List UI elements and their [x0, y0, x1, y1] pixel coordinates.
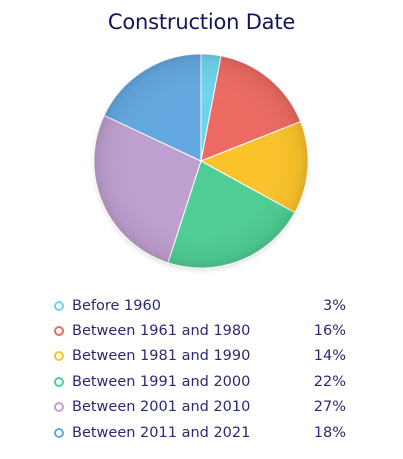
legend-label: Between 2011 and 2021: [72, 424, 251, 441]
legend-label: Between 1991 and 2000: [72, 373, 251, 390]
legend-swatch-icon: [54, 300, 64, 311]
legend-item-2011-2021: Between 2011 and 2021 18%: [54, 420, 346, 445]
legend-value: 14%: [313, 348, 346, 365]
legend-swatch-icon: [54, 427, 64, 438]
legend-value: 3%: [322, 297, 346, 314]
legend-swatch-icon: [54, 326, 64, 337]
legend-value: 22%: [313, 373, 346, 390]
legend-item-1981-1990: Between 1981 and 1990 14%: [54, 344, 346, 369]
legend-item-1991-2000: Between 1991 and 2000 22%: [54, 369, 346, 394]
legend-label: Between 1981 and 1990: [72, 348, 251, 365]
legend-swatch-icon: [54, 376, 64, 387]
legend-item-2001-2010: Between 2001 and 2010 27%: [54, 395, 346, 420]
legend-label: Before 1960: [72, 297, 161, 314]
legend-label: Between 1961 and 1980: [72, 323, 251, 340]
legend-swatch-icon: [54, 402, 64, 413]
chart-legend: Before 1960 3% Between 1961 and 1980 16%…: [54, 293, 346, 445]
legend-value: 18%: [313, 424, 346, 441]
legend-value: 16%: [313, 323, 346, 340]
chart-title: Construction Date: [107, 10, 296, 34]
legend-swatch-icon: [54, 351, 64, 362]
legend-value: 27%: [313, 399, 346, 416]
pie-chart: [93, 53, 309, 269]
legend-item-before-1960: Before 1960 3%: [54, 293, 346, 318]
legend-item-1961-1980: Between 1961 and 1980 16%: [54, 318, 346, 343]
legend-label: Between 2001 and 2010: [72, 399, 251, 416]
